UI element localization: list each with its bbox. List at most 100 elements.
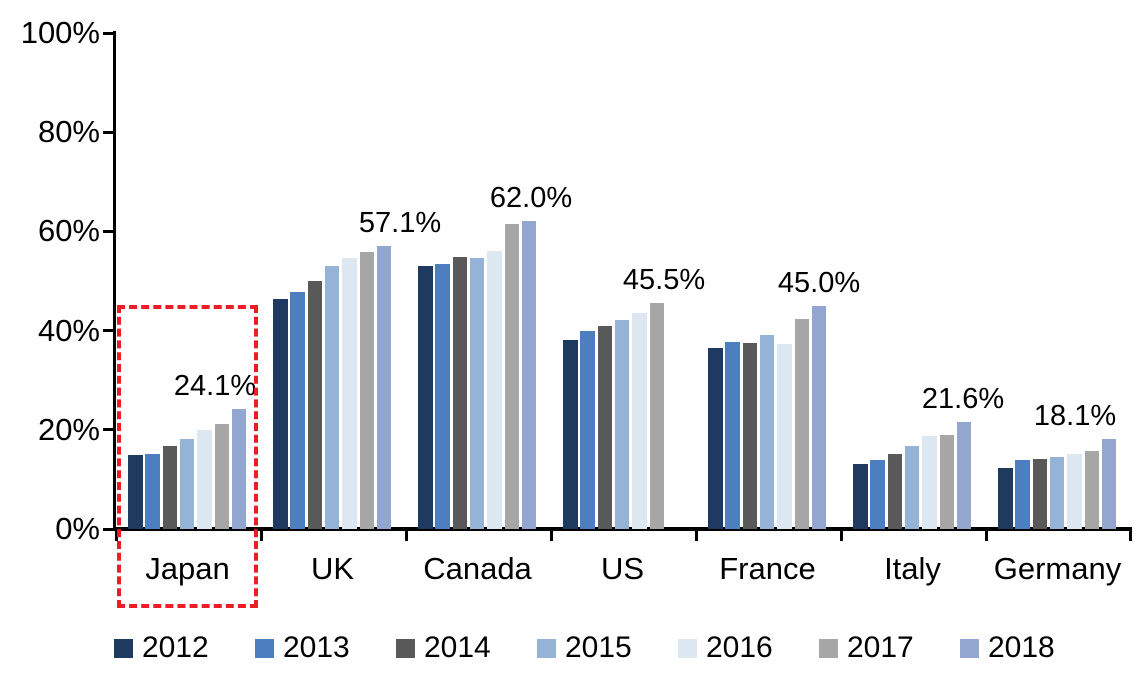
bar-canada-2018	[521, 221, 537, 529]
y-axis-tick-label: 40%	[37, 312, 100, 348]
bar-us-2016	[632, 313, 647, 529]
bar-uk-2016	[342, 257, 357, 529]
legend-label: 2016	[706, 631, 773, 664]
bar-italy-2013	[870, 459, 885, 529]
bar-japan-2018	[231, 409, 247, 529]
legend-swatch-2013	[255, 638, 274, 658]
y-axis-tick-label: 100%	[20, 15, 100, 50]
category-label: UK	[310, 551, 355, 586]
bar-france-2012	[708, 347, 723, 529]
legend-swatch-2014	[396, 638, 415, 658]
legend-swatch-2015	[537, 638, 556, 658]
legend-label: 2012	[142, 631, 209, 664]
category-label: Japan	[145, 551, 230, 586]
x-axis-line	[113, 527, 1132, 531]
y-axis-tick	[103, 428, 113, 432]
y-axis-tick-label: 0%	[55, 511, 100, 546]
bar-france-2016	[777, 343, 792, 529]
bar-france-2013	[725, 342, 740, 529]
bar-italy-2015	[904, 445, 920, 529]
x-axis-tick	[985, 531, 988, 541]
x-axis-tick	[695, 531, 698, 541]
bar-germany-2018	[1101, 439, 1117, 529]
legend-label: 2015	[565, 631, 632, 664]
y-axis-tick-label: 60%	[37, 213, 100, 249]
bar-uk-2012	[273, 299, 288, 529]
y-axis-tick	[103, 130, 113, 134]
y-axis-tick	[103, 229, 113, 233]
category-label: US	[600, 551, 645, 586]
bar-uk-2014	[307, 281, 323, 529]
legend-swatch-2012	[114, 638, 133, 658]
bar-us-2014	[597, 325, 613, 529]
y-axis-line	[113, 31, 116, 531]
value-label: 57.1%	[358, 206, 442, 239]
legend-label: 2014	[424, 631, 491, 664]
bar-germany-2017	[1084, 450, 1099, 529]
bar-canada-2012	[418, 266, 433, 529]
bar-us-2017	[649, 303, 664, 529]
x-axis-tick	[1129, 531, 1132, 541]
bar-germany-2016	[1067, 453, 1082, 529]
category-label: Canada	[423, 551, 532, 586]
legend-item: 2014	[396, 633, 491, 663]
bar-japan-2012	[128, 454, 143, 529]
x-axis-tick	[260, 531, 263, 541]
highlight-box-japan	[117, 305, 258, 608]
bar-italy-2017	[939, 434, 954, 529]
bar-uk-2017	[359, 252, 374, 529]
legend-item: 2016	[678, 633, 773, 663]
bar-france-2017	[794, 319, 809, 529]
bar-japan-2014	[162, 446, 178, 529]
category-label: Italy	[884, 551, 941, 586]
x-axis-tick	[115, 531, 118, 541]
legend-item: 2017	[819, 633, 914, 663]
bar-uk-2013	[290, 292, 305, 529]
value-label: 45.0%	[777, 266, 861, 299]
legend-item: 2013	[255, 633, 350, 663]
bar-canada-2014	[452, 257, 468, 529]
legend-swatch-2016	[678, 638, 697, 658]
bar-canada-2015	[469, 258, 485, 529]
legend-swatch-2017	[819, 638, 838, 658]
legend-swatch-2018	[960, 638, 979, 658]
bar-canada-2016	[487, 250, 502, 529]
legend-label: 2018	[988, 631, 1055, 664]
bar-france-2014	[742, 343, 758, 529]
bar-france-2018	[811, 305, 827, 529]
bar-germany-2015	[1049, 457, 1065, 529]
bar-italy-2014	[887, 453, 903, 529]
legend-label: 2013	[283, 631, 350, 664]
x-axis-tick	[840, 531, 843, 541]
bar-germany-2012	[998, 467, 1013, 529]
bar-germany-2014	[1032, 459, 1048, 529]
value-label: 21.6%	[921, 382, 1005, 415]
y-axis-tick	[103, 527, 113, 531]
value-label: 45.5%	[622, 264, 706, 297]
bar-italy-2018	[956, 421, 972, 529]
bar-japan-2013	[145, 454, 160, 529]
bar-france-2015	[759, 334, 775, 529]
bar-us-2013	[580, 330, 595, 529]
y-axis-tick-label: 80%	[37, 114, 100, 150]
value-label: 62.0%	[489, 182, 573, 215]
bar-germany-2013	[1015, 460, 1030, 529]
y-axis-tick	[103, 329, 113, 333]
bar-japan-2016	[197, 429, 212, 529]
bar-japan-2017	[214, 423, 229, 529]
category-label: France	[719, 551, 816, 586]
y-axis-tick	[103, 31, 113, 35]
bar-us-2012	[563, 339, 578, 529]
bar-italy-2016	[922, 435, 937, 529]
value-label: 18.1%	[1033, 400, 1117, 433]
x-axis-tick	[405, 531, 408, 541]
bar-japan-2015	[179, 439, 195, 529]
category-label: Germany	[993, 551, 1122, 586]
legend-item: 2018	[960, 633, 1055, 663]
y-axis-tick-label: 20%	[37, 411, 100, 447]
legend-item: 2015	[537, 633, 632, 663]
legend-item: 2012	[114, 633, 209, 663]
legend-label: 2017	[847, 631, 914, 664]
bar-us-2015	[614, 320, 630, 529]
